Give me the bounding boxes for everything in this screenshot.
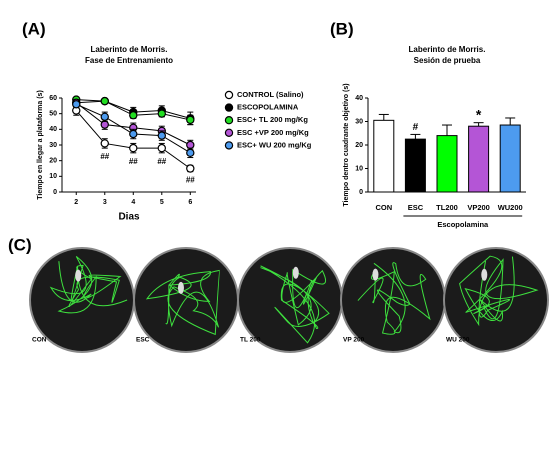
legend-label: ESC +VP 200 mg/Kg: [237, 128, 309, 137]
mouse: [75, 269, 82, 282]
point: [100, 120, 109, 129]
mouse: [292, 266, 299, 279]
point: [157, 143, 166, 153]
y-axis-label: Tiempo dentro cuadrante objetivo (s): [343, 83, 350, 206]
annotation: ##: [157, 157, 166, 166]
legend-label: ESC+ TL 200 mg/Kg: [237, 115, 308, 124]
legend-marker: [224, 115, 234, 125]
y-tick-label: 20: [49, 158, 57, 165]
mouse: [177, 281, 184, 294]
panel-label: (B): [330, 19, 354, 38]
bar: [404, 138, 426, 193]
mouse: [372, 268, 379, 281]
track-label: ESC: [136, 337, 150, 344]
swim-track: [459, 255, 539, 327]
point: [100, 139, 109, 148]
y-tick-label: 10: [49, 173, 57, 180]
x-tick-label: ESC: [408, 203, 424, 212]
swim-track: [49, 255, 128, 314]
group-label: Escopolamina: [437, 220, 489, 229]
x-tick-label: VP200: [467, 203, 490, 212]
y-tick-label: 10: [355, 165, 363, 172]
y-tick-label: 30: [49, 142, 57, 149]
point: [72, 100, 81, 109]
y-axis-label: Tiempo en llegar a plataforma (s): [37, 90, 44, 200]
chart-title: Laberinto de Morris.: [91, 45, 168, 54]
point: [186, 164, 195, 173]
legend-marker: [224, 90, 234, 100]
x-tick-label: 3: [103, 199, 107, 206]
bar: [499, 124, 521, 193]
x-tick-label: WU200: [498, 203, 523, 212]
legend-marker: [224, 128, 234, 137]
x-tick-label: TL200: [436, 203, 458, 212]
x-tick-label: 5: [160, 199, 164, 206]
track-label: CON: [32, 337, 47, 344]
point: [186, 140, 195, 150]
x-tick-label: 4: [131, 199, 135, 206]
panel-label: (C): [8, 235, 32, 254]
track-label: WU 200: [446, 337, 470, 344]
point: [129, 143, 138, 153]
x-axis-label: Dias: [118, 212, 140, 223]
legend-label: CONTROL (Salino): [237, 90, 304, 99]
y-tick-label: 50: [49, 111, 57, 118]
annotation: ##: [186, 176, 195, 185]
point: [157, 109, 166, 118]
annotation: *: [476, 106, 482, 122]
y-tick-label: 0: [53, 189, 57, 196]
annotation: #: [413, 122, 419, 133]
chart-subtitle: Fase de Entrenamiento: [85, 56, 173, 65]
point: [186, 148, 195, 158]
arena: [133, 247, 239, 353]
annotation: ##: [100, 152, 109, 161]
bar: [468, 125, 490, 193]
y-tick-label: 40: [355, 95, 363, 102]
point: [129, 111, 138, 120]
y-tick-label: 60: [49, 95, 57, 102]
y-tick-label: 20: [355, 142, 363, 149]
point: [129, 129, 138, 139]
y-tick-label: 30: [355, 118, 363, 125]
track-label: VP 200: [343, 337, 365, 344]
point: [157, 131, 166, 140]
chart-title: Laberinto de Morris.: [409, 45, 486, 54]
x-tick-label: 2: [74, 199, 78, 206]
swim-track: [260, 265, 330, 344]
legend-marker: [224, 103, 234, 112]
annotation: ##: [129, 157, 138, 166]
mouse: [481, 268, 488, 281]
legend-label: ESCOPOLAMINA: [237, 103, 299, 112]
point: [186, 115, 195, 125]
y-tick-label: 40: [49, 126, 57, 133]
y-tick-label: 0: [359, 189, 363, 196]
chart-subtitle: Sesión de prueba: [414, 56, 481, 65]
point: [100, 96, 109, 106]
panel-label: (A): [22, 19, 46, 38]
bar: [436, 135, 458, 193]
legend-marker: [224, 141, 234, 150]
swim-track: [145, 269, 221, 336]
point: [100, 112, 109, 122]
bar: [373, 119, 395, 193]
x-tick-label: CON: [375, 203, 392, 212]
legend-label: ESC+ WU 200 mg/Kg: [237, 140, 312, 149]
track-label: TL 200: [240, 337, 261, 344]
x-tick-label: 6: [188, 199, 192, 206]
